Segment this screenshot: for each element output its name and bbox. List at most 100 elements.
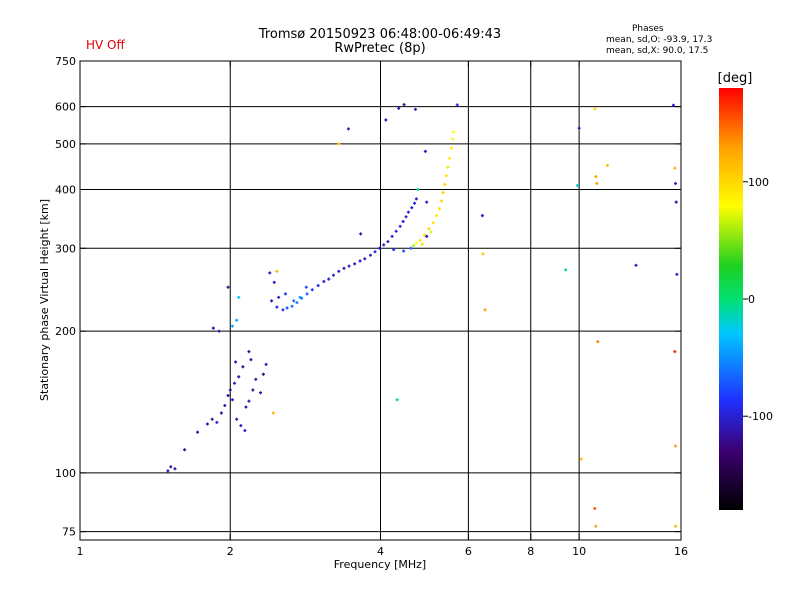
data-point (363, 257, 367, 261)
data-point (398, 224, 402, 228)
data-point (183, 448, 187, 452)
data-point (448, 156, 452, 160)
data-point (674, 200, 678, 204)
x-axis-label: Frequency [MHz] (334, 558, 426, 571)
x-tick-label: 1 (77, 545, 84, 558)
data-point (443, 182, 447, 186)
data-point (377, 246, 381, 250)
data-point (196, 430, 200, 434)
x-tick-label: 16 (674, 545, 688, 558)
data-point (402, 249, 406, 253)
data-point (384, 118, 388, 122)
axis-ticks (79, 60, 682, 540)
y-tick-label: 300 (55, 242, 76, 255)
data-point (353, 262, 357, 266)
data-point (369, 253, 373, 257)
data-point (437, 207, 441, 211)
data-point (327, 277, 331, 281)
data-point (595, 181, 599, 185)
y-tick-labels: 75 100 200 300 400 500 600 750 (55, 55, 76, 539)
data-point (673, 350, 677, 354)
data-point (382, 243, 386, 247)
data-point (431, 221, 435, 225)
data-point (397, 106, 401, 110)
data-point (247, 399, 251, 403)
data-point (295, 301, 299, 305)
data-point (233, 381, 237, 385)
data-point (412, 244, 416, 248)
x-tick-label: 6 (465, 545, 472, 558)
data-point (347, 264, 351, 268)
stats-heading: Phases (632, 24, 664, 34)
data-point (392, 248, 396, 252)
y-axis-label: Stationary phase Virtual Height [km] (38, 199, 51, 401)
data-point (440, 199, 443, 203)
data-point (395, 398, 399, 402)
colorbar (719, 88, 743, 510)
data-point (425, 234, 429, 238)
data-point (414, 241, 418, 245)
data-point (386, 240, 390, 244)
data-point (235, 417, 239, 421)
data-point (451, 137, 455, 141)
data-point (331, 273, 335, 277)
data-point (275, 269, 279, 273)
data-point (237, 295, 241, 299)
data-point (483, 308, 487, 312)
x-tick-labels: 1 2 4 6 8 10 16 (77, 545, 689, 558)
data-point (420, 242, 424, 246)
data-point (219, 411, 223, 415)
data-point (228, 388, 232, 392)
data-point (404, 215, 408, 219)
data-point (310, 288, 314, 292)
data-point (674, 181, 678, 185)
data-point (254, 377, 258, 381)
data-point (249, 358, 253, 362)
data-point (401, 220, 405, 224)
data-point (235, 318, 239, 322)
y-tick-label: 750 (55, 55, 76, 68)
data-point (606, 163, 610, 167)
data-point (281, 308, 285, 312)
data-point (577, 126, 581, 130)
y-tick-label: 75 (62, 526, 76, 539)
data-point (390, 234, 394, 238)
data-point (406, 210, 410, 214)
data-point (594, 524, 598, 528)
data-point (292, 299, 296, 303)
y-tick-label: 600 (55, 101, 76, 114)
data-point (271, 411, 275, 415)
chart-subtitle: RwPretec (8p) (334, 41, 426, 56)
data-point (435, 214, 439, 218)
data-point (674, 524, 678, 528)
data-point (211, 326, 215, 330)
data-point (675, 272, 679, 276)
y-tick-label: 100 (55, 467, 76, 480)
data-point (446, 165, 450, 169)
data-point (283, 292, 287, 296)
data-point (358, 259, 362, 263)
data-point (268, 271, 272, 275)
data-point (593, 506, 597, 510)
y-tick-label: 500 (55, 138, 76, 151)
data-point (342, 266, 346, 270)
data-point (270, 299, 274, 303)
data-point (275, 305, 279, 309)
data-point (673, 166, 677, 170)
data-point (575, 183, 579, 187)
data-point (223, 404, 227, 408)
data-point (205, 422, 209, 426)
data-point (414, 197, 418, 201)
data-point (239, 424, 243, 428)
data-point (305, 292, 309, 296)
data-point (169, 465, 173, 469)
colorbar-tick-label: -100 (748, 410, 773, 423)
data-point (429, 230, 433, 234)
x-tick-label: 10 (572, 545, 586, 558)
data-point (290, 304, 294, 308)
hv-status: HV Off (86, 38, 125, 52)
data-point (226, 393, 230, 397)
data-point (272, 280, 276, 284)
data-point (247, 350, 251, 354)
